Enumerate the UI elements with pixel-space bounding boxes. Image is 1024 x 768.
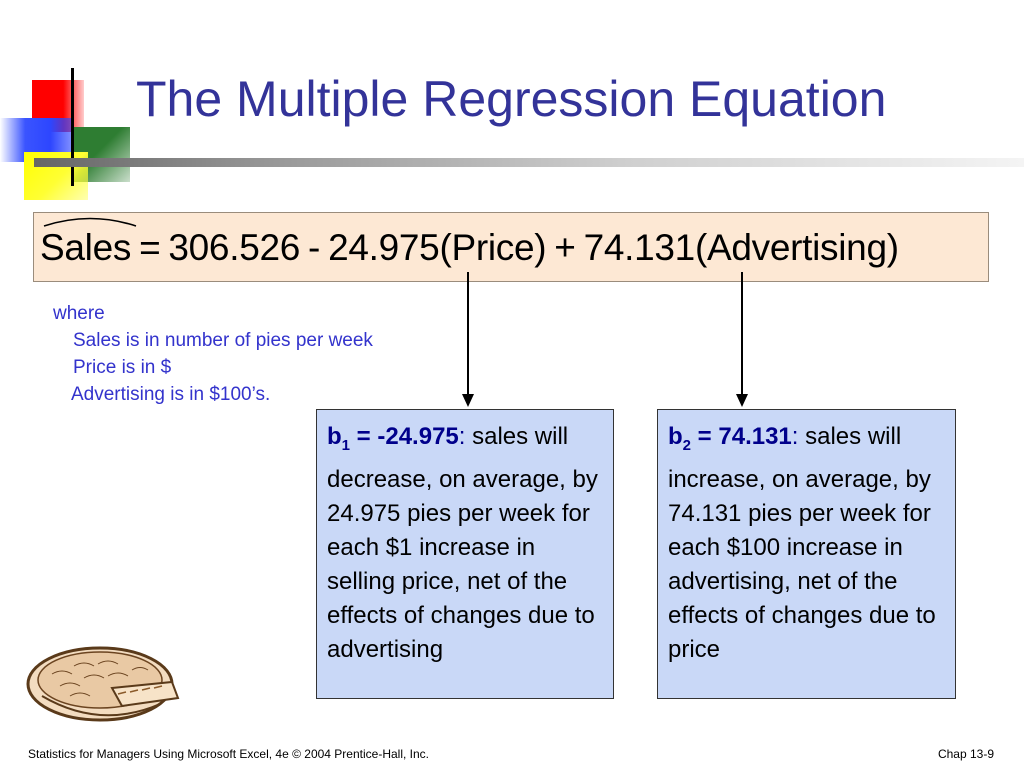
logo-vertical-line [71, 68, 74, 186]
arrow-b2-head [736, 394, 748, 407]
equation-adv-coef: 74.131 [583, 227, 696, 268]
where-label: where [53, 303, 105, 324]
coefficient-card-b2: b2 = 74.131: sales will increase, on ave… [657, 409, 956, 699]
footer-citation: Statistics for Managers Using Microsoft … [28, 747, 429, 761]
definition-advertising: Advertising is in $100’s. [71, 384, 271, 405]
variable-definitions: where Sales is in number of pies per wee… [53, 300, 373, 408]
slide-logo-squares [0, 0, 140, 200]
coef-b1-explanation: sales will decrease, on average, by 24.9… [327, 423, 598, 663]
arrow-b1-head [462, 394, 474, 407]
definition-price: Price is in $ [73, 357, 172, 378]
slide-title: The Multiple Regression Equation [136, 71, 887, 127]
coef-b1-label: b1 = -24.975 [327, 423, 459, 454]
coef-b1-colon: : [458, 423, 466, 450]
coef-b2-colon: : [791, 423, 799, 450]
regression-equation: Sales = 306.526-24.975(Price) +74.131(Adver… [40, 217, 899, 269]
coefficient-card-b1: b1 = -24.975: sales will decrease, on av… [316, 409, 614, 699]
equation-plus: + [554, 227, 576, 268]
definition-sales: Sales is in number of pies per week [73, 330, 373, 351]
equation-price-coef: 24.975 [328, 227, 440, 268]
title-underline [34, 158, 1024, 167]
hat-accent-icon [43, 217, 137, 227]
slide-number: Chap 13-9 [937, 747, 994, 761]
coef-b2-label: b2 = 74.131 [668, 423, 792, 454]
coef-b2-explanation: sales will increase, on average, by 74.1… [668, 423, 936, 663]
equation-equals: = [139, 227, 161, 268]
equation-adv-term: (Advertising) [694, 227, 899, 268]
pie-clipart-icon [26, 646, 180, 722]
equation-box: Sales = 306.526-24.975(Price) +74.131(Adver… [33, 212, 989, 282]
equation-price-term: (Price) [439, 227, 547, 268]
equation-intercept: 306.526 [168, 227, 301, 268]
equation-minus: - [308, 227, 321, 268]
equation-lhs: Sales [40, 227, 132, 268]
